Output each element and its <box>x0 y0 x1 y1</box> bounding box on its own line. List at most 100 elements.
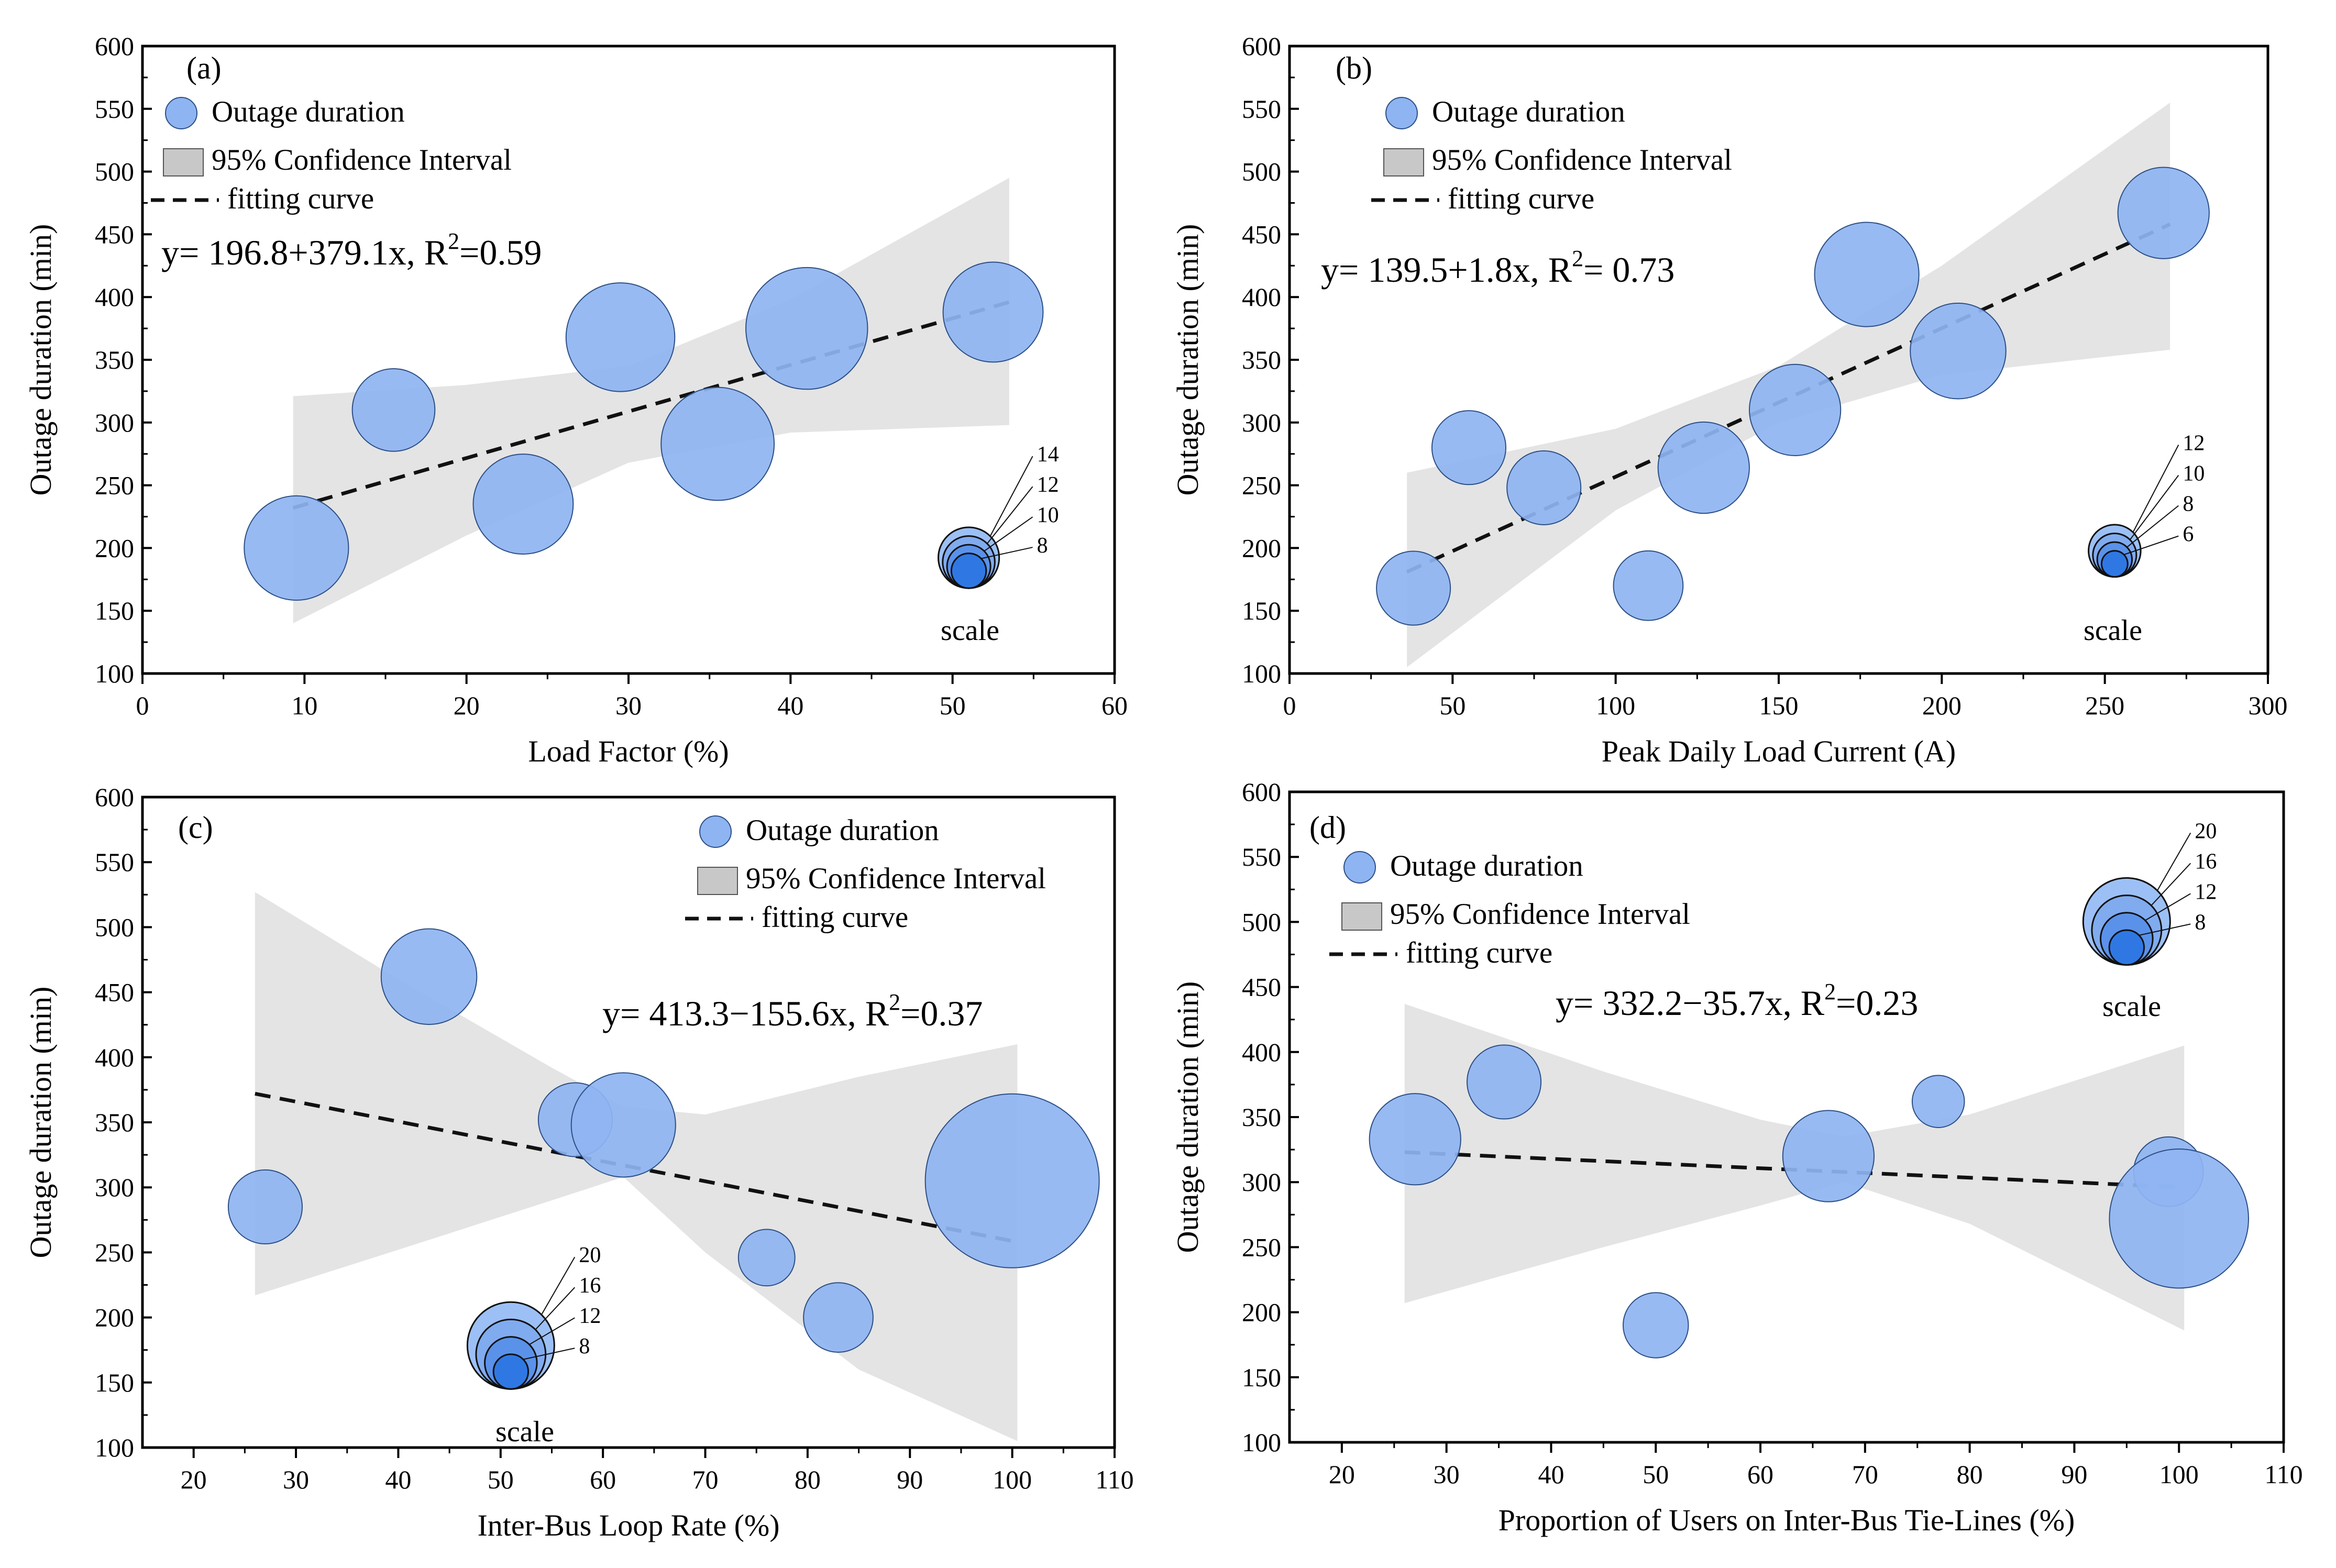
y-tick-label: 450 <box>1242 219 1281 249</box>
y-tick-label: 200 <box>95 533 134 562</box>
data-bubble <box>472 454 574 555</box>
data-bubble <box>380 928 478 1025</box>
size-scale: 20 16 12 8 <box>2082 819 2217 966</box>
x-axis-label: Load Factor (%) <box>528 734 729 768</box>
legend-bubble-icon <box>1385 97 1418 129</box>
scale-label: scale <box>941 614 999 647</box>
scale-bubble <box>492 1353 530 1390</box>
legend-band-label: 95% Confidence Interval <box>1432 143 1732 176</box>
data-bubble <box>1657 421 1750 514</box>
scale-value: 16 <box>2195 849 2217 874</box>
x-tick-label: 80 <box>1957 1460 1983 1489</box>
chart-panel-a: 1412108scale1001502002503003504004505005… <box>24 31 1128 768</box>
data-bubble <box>924 1093 1100 1268</box>
x-tick-label: 90 <box>897 1465 923 1494</box>
x-tick-label: 30 <box>1434 1460 1460 1489</box>
x-tick-label: 40 <box>1538 1460 1564 1489</box>
scale-label: scale <box>2084 614 2142 647</box>
scale-value: 10 <box>2183 462 2205 486</box>
fit-equation-main: y= 332.2−35.7x, R <box>1556 983 1825 1023</box>
y-tick-label: 600 <box>1242 777 1281 807</box>
y-tick-label: 550 <box>1242 94 1281 124</box>
x-tick-label: 80 <box>795 1465 821 1494</box>
data-bubble <box>745 267 868 390</box>
y-axis-label: Outage duration (min) <box>1171 981 1205 1253</box>
x-tick-label: 100 <box>993 1465 1032 1494</box>
scale-value: 12 <box>579 1304 601 1328</box>
legend: Outage duration 95% Confidence Interval fi… <box>1329 849 1690 969</box>
legend-bubble-label: Outage duration <box>1432 95 1625 128</box>
y-tick-label: 100 <box>1242 659 1281 688</box>
y-tick-label: 500 <box>1242 157 1281 186</box>
data-bubble <box>737 1229 796 1287</box>
scale-leader <box>986 486 1033 545</box>
size-scale: 14 12 10 8 <box>938 443 1059 589</box>
x-tick-label: 20 <box>1329 1460 1355 1489</box>
scale-leader <box>2156 832 2191 891</box>
y-tick-label: 450 <box>95 219 134 249</box>
x-tick-label: 60 <box>1101 691 1128 720</box>
chart-panel-d: 2016128scale1001502002503003504004505005… <box>1171 777 2303 1537</box>
fit-equation-tail: =0.37 <box>900 993 983 1033</box>
data-bubble <box>1369 1093 1461 1186</box>
x-axis-label: Peak Daily Load Current (A) <box>1602 734 1956 768</box>
x-axis-label: Proportion of Users on Inter-Bus Tie-Lin… <box>1498 1503 2075 1537</box>
legend-band-swatch <box>697 867 738 895</box>
fit-equation-tail: =0.23 <box>1836 983 1918 1023</box>
fit-equation-sup: 2 <box>1572 246 1583 271</box>
scale-bubble <box>950 553 987 589</box>
y-tick-label: 450 <box>95 978 134 1007</box>
y-tick-label: 400 <box>1242 282 1281 312</box>
x-tick-label: 200 <box>1922 691 1962 720</box>
fit-equation-tail: = 0.73 <box>1583 250 1674 290</box>
x-tick-label: 110 <box>1095 1465 1133 1494</box>
scale-leader <box>984 516 1033 552</box>
fit-equation: y= 332.2−35.7x, R2=0.23 <box>1556 979 1918 1023</box>
fit-equation-sup: 2 <box>1824 979 1836 1004</box>
scale-value: 12 <box>2183 432 2205 456</box>
x-tick-label: 100 <box>2159 1460 2199 1489</box>
scale-value: 8 <box>2183 492 2194 516</box>
legend-line-label: fitting curve <box>1448 182 1594 215</box>
scale-value: 10 <box>1037 503 1059 527</box>
data-bubble <box>803 1282 874 1353</box>
y-tick-label: 600 <box>95 31 134 61</box>
y-tick-label: 300 <box>1242 1167 1281 1197</box>
x-tick-label: 250 <box>2085 691 2124 720</box>
y-tick-label: 350 <box>1242 1102 1281 1132</box>
x-tick-label: 50 <box>1643 1460 1669 1489</box>
data-bubble <box>1748 363 1842 456</box>
y-tick-label: 400 <box>95 282 134 312</box>
scale-leader <box>980 547 1033 559</box>
legend-bubble-label: Outage duration <box>1390 849 1583 882</box>
y-tick-label: 550 <box>1242 842 1281 871</box>
y-tick-label: 600 <box>95 782 134 812</box>
y-tick-label: 600 <box>1242 31 1281 61</box>
data-bubble <box>1911 1075 1965 1128</box>
data-bubble <box>227 1169 303 1245</box>
y-tick-label: 300 <box>1242 408 1281 437</box>
legend-band-label: 95% Confidence Interval <box>212 143 512 176</box>
chart-panel-c: 2016128scale1001502002503003504004505005… <box>24 782 1134 1542</box>
scale-value: 20 <box>2195 819 2217 843</box>
scale-leader <box>2151 863 2191 907</box>
fit-equation: y= 196.8+379.1x, R2=0.59 <box>161 228 542 272</box>
y-tick-label: 200 <box>1242 1298 1281 1327</box>
x-tick-label: 0 <box>1283 691 1296 720</box>
chart-panel-b: 121086scale10015020025030035040045050055… <box>1171 31 2288 768</box>
data-bubble <box>660 387 775 501</box>
scale-value: 14 <box>1037 443 1059 467</box>
data-bubble <box>1467 1044 1542 1120</box>
scale-leader <box>2139 923 2191 936</box>
panel-label: (b) <box>1336 51 1372 85</box>
scale-label: scale <box>2102 990 2161 1023</box>
legend: Outage duration 95% Confidence Interval fi… <box>151 95 512 215</box>
y-axis-label: Outage duration (min) <box>24 224 58 496</box>
scale-value: 8 <box>579 1334 590 1359</box>
data-bubble <box>244 495 349 601</box>
y-tick-label: 500 <box>95 157 134 186</box>
scale-leader <box>2132 445 2179 533</box>
legend-bubble-label: Outage duration <box>746 814 939 847</box>
x-tick-label: 40 <box>385 1465 411 1494</box>
